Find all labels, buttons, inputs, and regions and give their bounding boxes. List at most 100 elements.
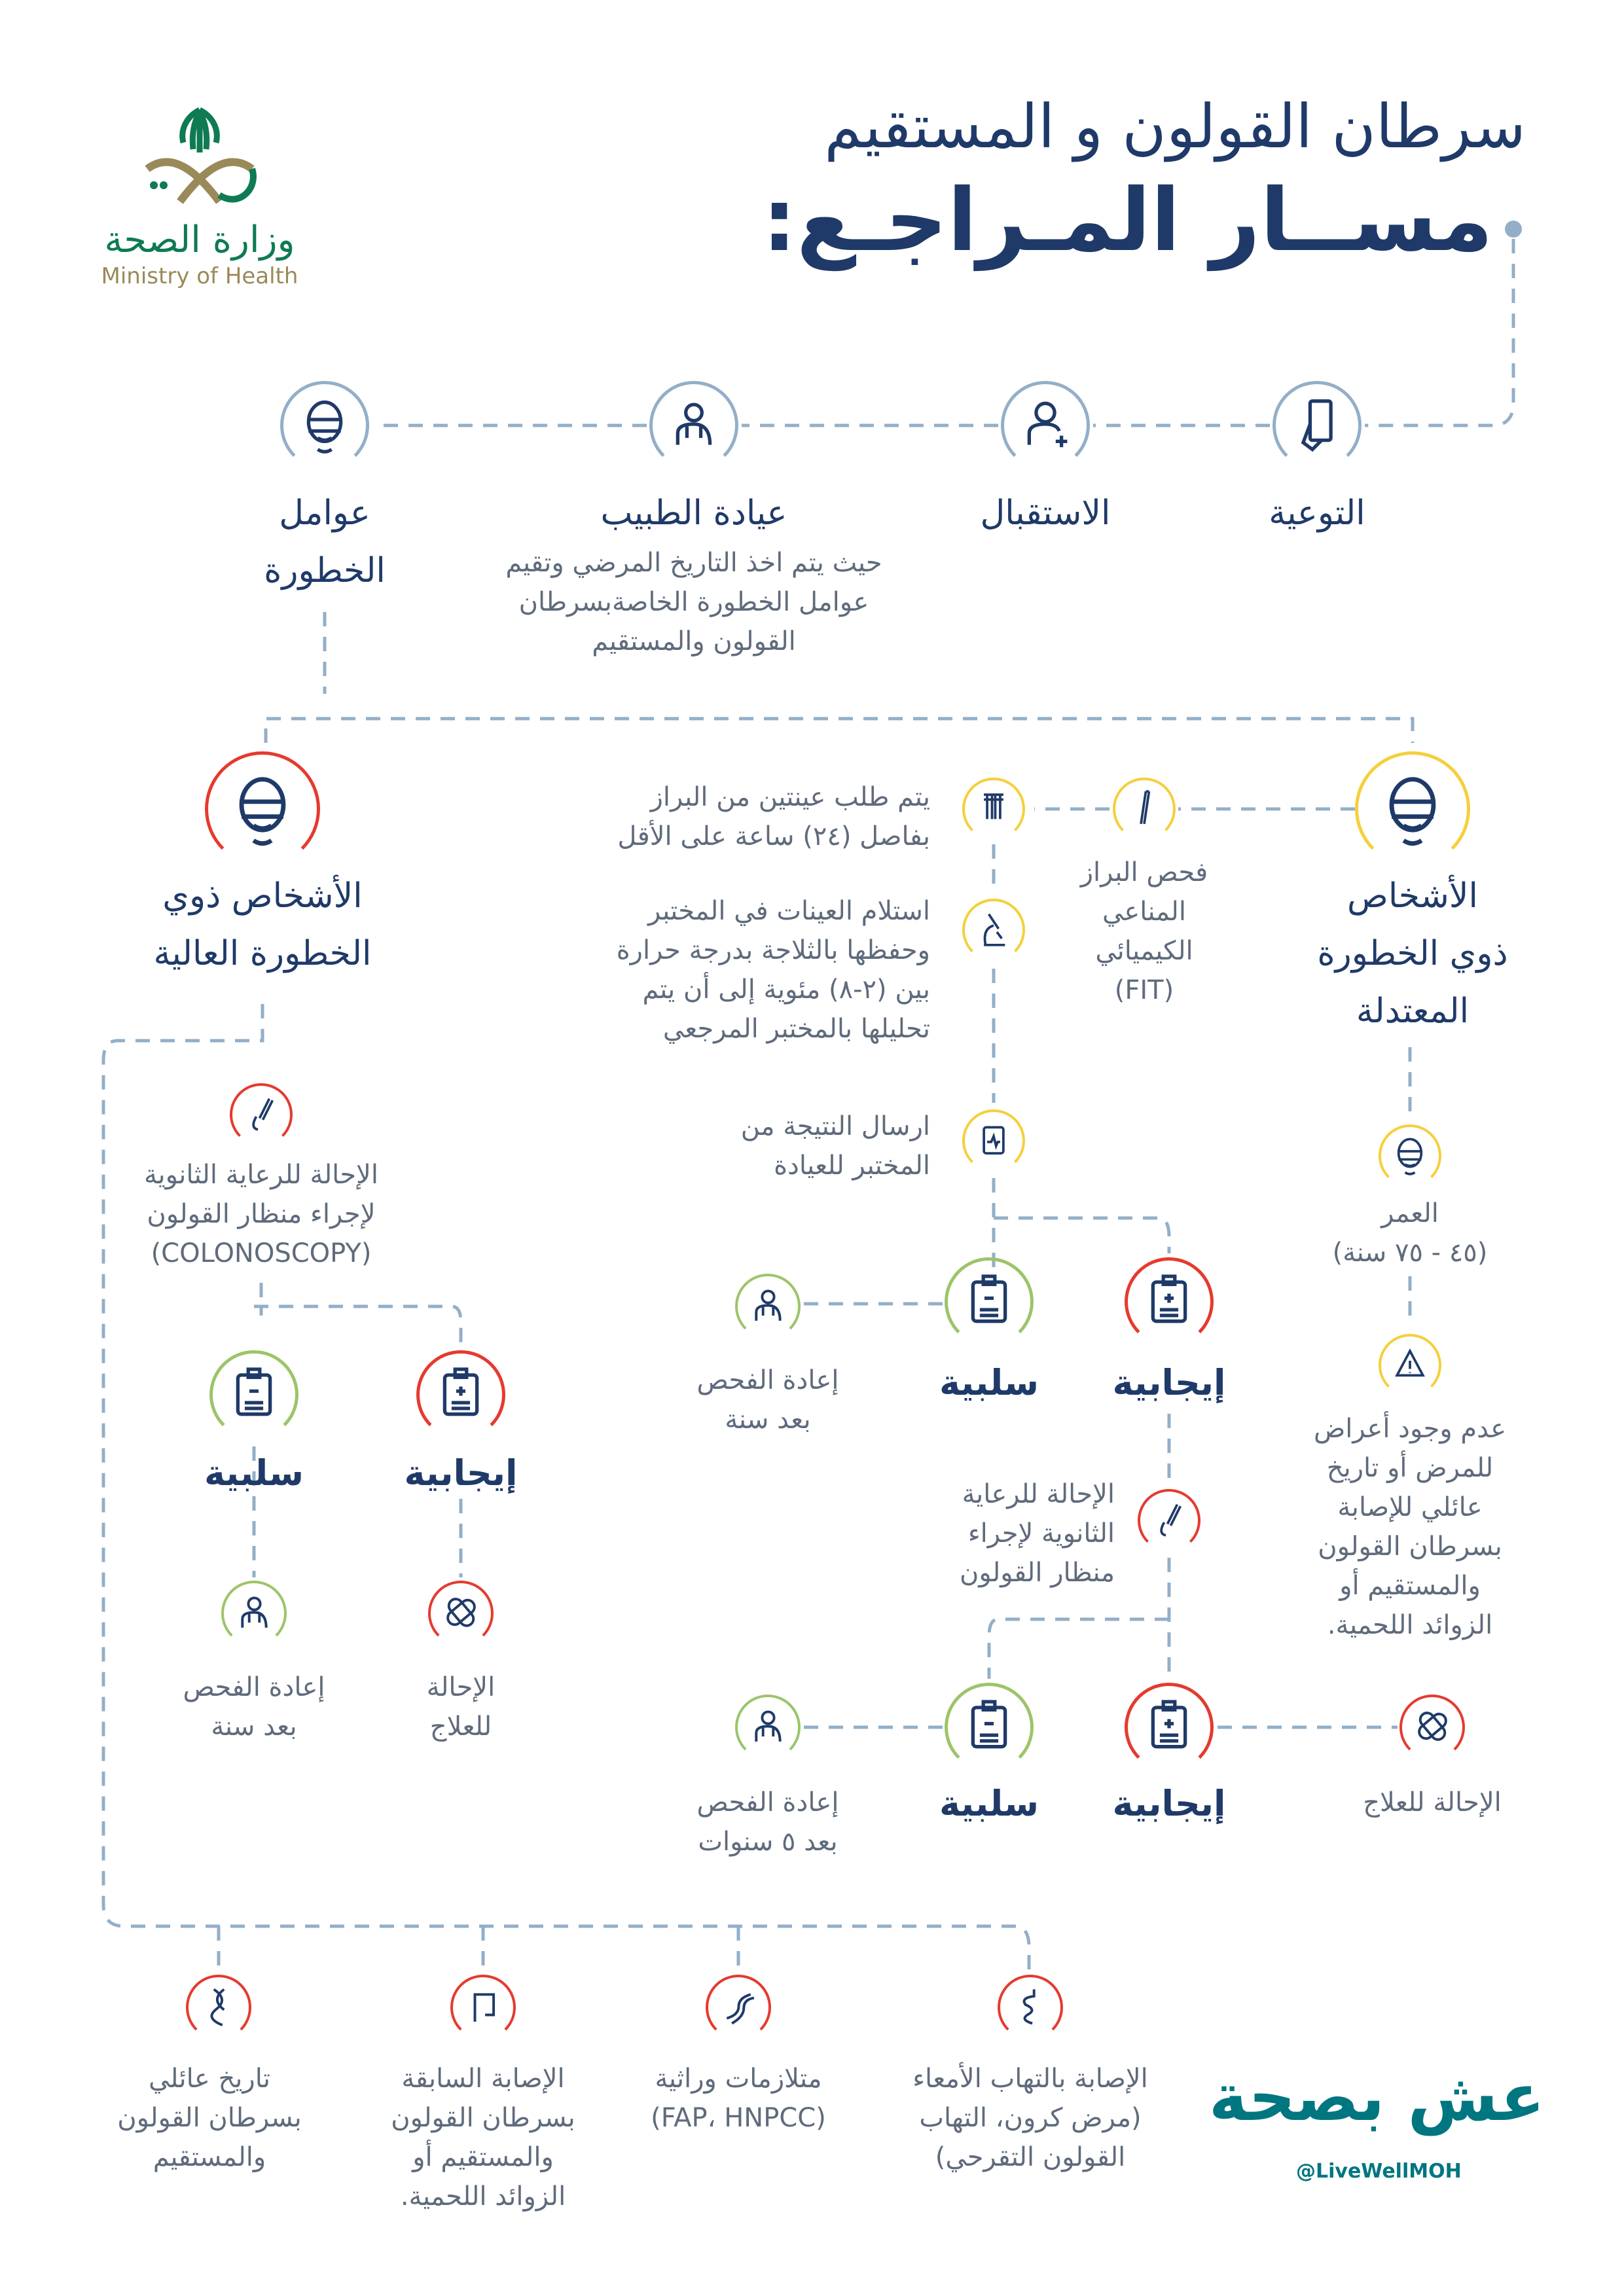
- syndromes-label: متلازمات وراثية (FAP، HNPCC): [651, 2064, 826, 2133]
- dna-icon: [717, 1985, 760, 2030]
- mod-referral-label: الإحالة للرعاية الثانوية لإجراء منظار ال…: [960, 1479, 1115, 1588]
- fit-positive-node: [1125, 1257, 1214, 1346]
- clinic-description: حيث يتم اخذ التاريخ المرضي وتقيم عوامل ا…: [505, 548, 882, 656]
- page-subtitle: مســار المـراجـع:: [762, 170, 1493, 271]
- patient-face-icon: [1390, 1134, 1430, 1177]
- fit-label: فحص البراز المناعي الكيميائي (FIT): [1080, 857, 1208, 1005]
- connector: [1365, 239, 1515, 427]
- fit-negative-label: سلبية: [939, 1362, 1039, 1403]
- clinic-node: [649, 381, 738, 470]
- moderate-node: [1355, 751, 1470, 867]
- bandage-icon: [1411, 1705, 1454, 1750]
- result-label: ارسال النتيجة من المختبر للعيادة: [740, 1111, 930, 1181]
- moh-logo: وزارة الصحة Ministry of Health: [98, 103, 301, 289]
- doctor-icon: [665, 395, 723, 456]
- doctor-icon: [747, 1705, 789, 1750]
- previous-label: الإصابة السابقة بسرطان القولون والمستقيم…: [391, 2064, 575, 2212]
- live-well-logo: عش بصحة @LiveWellMOH: [1208, 2029, 1545, 2219]
- campaign-text: عش بصحة: [1208, 2059, 1545, 2136]
- doctor-icon: [747, 1284, 789, 1329]
- phone-hand-icon: [1288, 395, 1346, 456]
- syndromes-node: [706, 1975, 771, 2040]
- moh-arabic-name: وزارة الصحة: [104, 219, 295, 261]
- samples-node: [962, 778, 1025, 840]
- age-label: العمر (٤٥ - ٧٥ سنة): [1332, 1198, 1488, 1268]
- clipboard-minus-icon: [960, 1272, 1018, 1332]
- high-node: [205, 751, 320, 867]
- palm-swords-emblem-icon: [145, 107, 257, 204]
- fit-retest-label: إعادة الفحص بعد سنة: [696, 1365, 839, 1435]
- colon-icon: [462, 1985, 505, 2030]
- high-referral-label: الإحالة للرعاية الثانوية لإجراء منظار ال…: [144, 1160, 378, 1268]
- clinic-label: عيادة الطبيب: [600, 493, 787, 533]
- connector: [254, 1283, 463, 1345]
- result-node: [962, 1109, 1025, 1172]
- connector: [101, 1004, 1031, 1970]
- col-retest-node: [735, 1695, 801, 1760]
- test-stick-icon: [1124, 787, 1164, 831]
- risk-factors-label: عوامل الخطورة: [264, 493, 386, 590]
- high-treatment-node: [428, 1581, 494, 1646]
- high-positive-node: [416, 1350, 505, 1439]
- ibd-label: الإصابة بالتهاب الأمعاء (مرض كرون، التها…: [912, 2064, 1148, 2172]
- colonoscope-icon: [1149, 1499, 1189, 1542]
- report-clipboard-icon: [973, 1119, 1014, 1162]
- fit-positive-label: إيجابية: [1112, 1362, 1226, 1403]
- family-history-label: تاريخ عائلي بسرطان القولون والمستقيم: [117, 2064, 302, 2172]
- page-title: سرطان القولون و المستقيم: [824, 92, 1526, 162]
- patient-face-icon: [296, 395, 353, 456]
- colonoscope-icon: [241, 1093, 281, 1136]
- no-symptoms-node: [1379, 1334, 1441, 1397]
- reception-node: [1001, 381, 1090, 470]
- mod-referral-node: [1138, 1489, 1200, 1552]
- high-treatment-label: الإحالة للعلاج: [426, 1672, 496, 1742]
- family-dna-icon: [198, 1985, 240, 2030]
- reception-label: الاستقبال: [980, 493, 1111, 533]
- high-referral-node: [230, 1083, 293, 1146]
- lab-label: استلام العينات في المختبر وحفظها بالثلاج…: [616, 896, 930, 1044]
- intestine-icon: [1009, 1985, 1052, 2030]
- bandage-icon: [440, 1591, 482, 1636]
- patient-face-icon: [1375, 770, 1450, 848]
- awareness-label: التوعية: [1269, 493, 1365, 533]
- connector: [987, 1414, 1171, 1679]
- col-treatment-node: [1399, 1695, 1465, 1760]
- no-symptoms-label: عدم وجود أعراض للمرض أو تاريخ عائلي للإص…: [1313, 1414, 1507, 1640]
- family-history-node: [186, 1975, 251, 2040]
- connector: [994, 1216, 1171, 1253]
- col-treatment-label: الإحالة للعلاج: [1363, 1787, 1502, 1818]
- fit-node: [1113, 778, 1176, 840]
- moderate-label: الأشخاص ذوي الخطورة المعتدلة: [1317, 876, 1508, 1031]
- col-negative-label: سلبية: [939, 1783, 1039, 1824]
- high-retest-node: [221, 1581, 287, 1646]
- patient-face-icon: [225, 770, 300, 848]
- fit-retest-node: [735, 1274, 801, 1339]
- awareness-node: [1272, 381, 1362, 470]
- col-positive-node: [1125, 1683, 1214, 1772]
- high-negative-label: سلبية: [204, 1452, 304, 1494]
- clipboard-plus-icon: [432, 1365, 490, 1425]
- connector: [252, 1446, 463, 1577]
- high-negative-node: [209, 1350, 298, 1439]
- col-negative-node: [945, 1683, 1034, 1772]
- clipboard-minus-icon: [960, 1697, 1018, 1757]
- doctor-icon: [233, 1591, 276, 1636]
- clipboard-plus-icon: [1140, 1697, 1198, 1757]
- risk-factors-node: [280, 381, 369, 470]
- clipboard-minus-icon: [225, 1365, 283, 1425]
- age-node: [1379, 1124, 1441, 1187]
- test-tubes-icon: [973, 787, 1014, 831]
- lab-node: [962, 899, 1025, 961]
- microscope-icon: [973, 908, 1014, 952]
- col-retest-label: إعادة الفحص بعد ٥ سنوات: [696, 1787, 839, 1857]
- ibd-node: [998, 1975, 1063, 2040]
- high-retest-label: إعادة الفحص بعد سنة: [183, 1672, 325, 1742]
- high-label: الأشخاص ذوي الخطورة العالية: [153, 876, 372, 973]
- connector: [217, 1926, 740, 1973]
- previous-node: [450, 1975, 516, 2040]
- warning-icon: [1390, 1344, 1430, 1387]
- high-positive-label: إيجابية: [404, 1452, 518, 1494]
- fit-negative-node: [945, 1257, 1034, 1346]
